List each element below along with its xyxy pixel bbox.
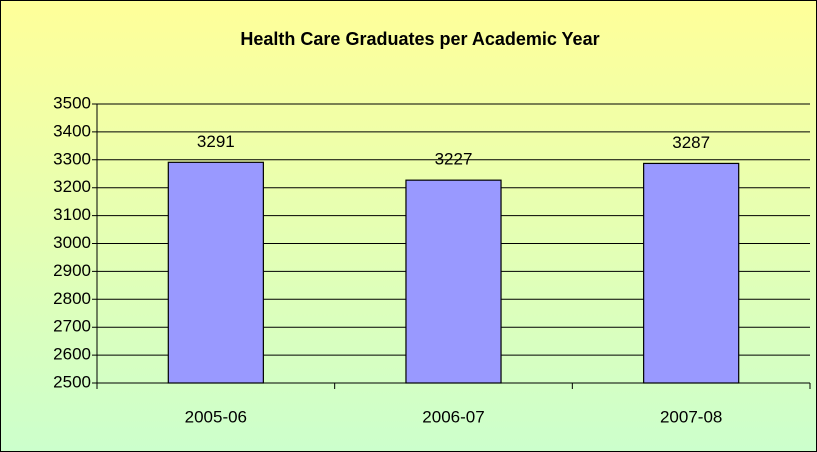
data-label: 3227 <box>435 150 473 169</box>
y-tick-label: 2900 <box>53 261 91 280</box>
bar <box>167 161 264 384</box>
y-tick-label: 2700 <box>53 317 91 336</box>
y-tick-label: 2500 <box>53 372 91 391</box>
data-label: 3287 <box>672 133 710 152</box>
bar <box>643 162 740 384</box>
y-tick-label: 2800 <box>53 289 91 308</box>
x-tick-label: 2005-06 <box>185 407 247 426</box>
bar <box>405 179 502 384</box>
y-tick-label: 3000 <box>53 233 91 252</box>
y-tick-label: 3300 <box>53 149 91 168</box>
y-tick-label: 3400 <box>53 121 91 140</box>
y-tick-label: 3200 <box>53 177 91 196</box>
y-tick-label: 3100 <box>53 205 91 224</box>
y-tick-label: 3500 <box>53 93 91 112</box>
data-label: 3291 <box>197 132 235 151</box>
x-tick-label: 2007-08 <box>660 407 722 426</box>
x-tick-label: 2006-07 <box>422 407 484 426</box>
y-tick-label: 2600 <box>53 345 91 364</box>
chart-title: Health Care Graduates per Academic Year <box>240 29 599 49</box>
